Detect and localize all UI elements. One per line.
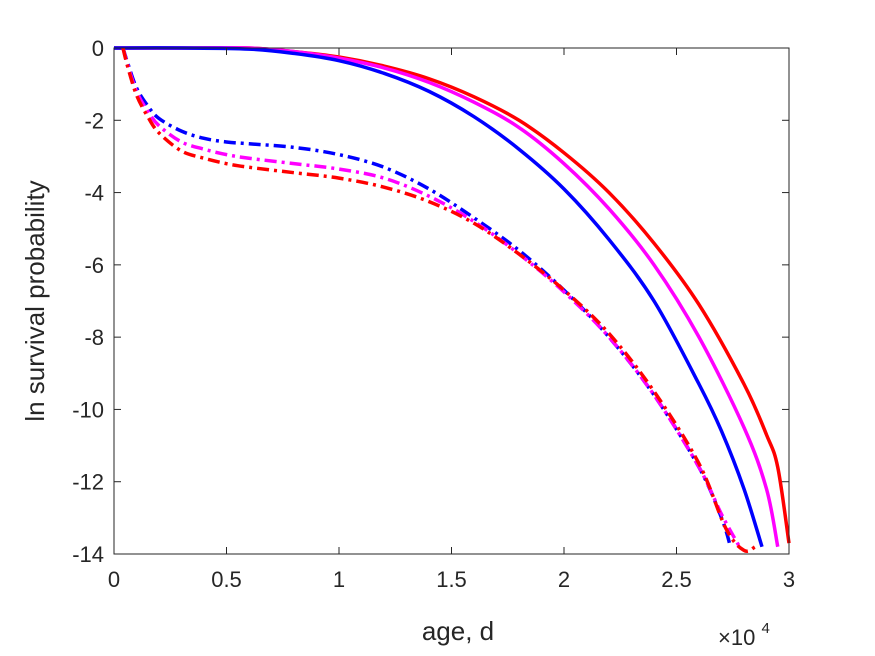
- y-axis-label: ln survival probability: [20, 180, 50, 421]
- y-tick-label: -14: [72, 542, 104, 567]
- x-tick-label: 0: [108, 567, 120, 592]
- series-line-3: [113, 46, 764, 548]
- series-line-4: [121, 47, 733, 548]
- x-tick-label: 2.5: [661, 567, 692, 592]
- x-tick-label: 0.5: [211, 567, 242, 592]
- x-tick-label: 2: [558, 567, 570, 592]
- plot-background: [114, 48, 789, 554]
- x-exponent-power: 4: [761, 620, 769, 637]
- y-tick-label: -8: [84, 325, 104, 350]
- series-layer: [113, 45, 791, 553]
- x-exponent-base: ×10: [718, 625, 755, 650]
- y-axis: 0 -2 -4 -6 -8 -10 -12 -14: [72, 36, 789, 567]
- x-axis: 0 0.5 1 1.5 2 2.5 3: [108, 48, 795, 592]
- x-exponent-label: ×10 4: [718, 620, 770, 650]
- x-tick-label: 3: [783, 567, 795, 592]
- y-tick-label: 0: [92, 36, 104, 61]
- y-tick-label: -12: [72, 470, 104, 495]
- x-tick-label: 1.5: [436, 567, 467, 592]
- series-line-6: [121, 47, 757, 553]
- y-tick-label: -4: [84, 181, 104, 206]
- y-tick-label: -2: [84, 108, 104, 133]
- y-tick-label: -10: [72, 397, 104, 422]
- y-tick-label: -6: [84, 253, 104, 278]
- x-tick-label: 1: [333, 567, 345, 592]
- series-line-5: [121, 47, 742, 548]
- x-axis-label: age, d: [422, 616, 494, 646]
